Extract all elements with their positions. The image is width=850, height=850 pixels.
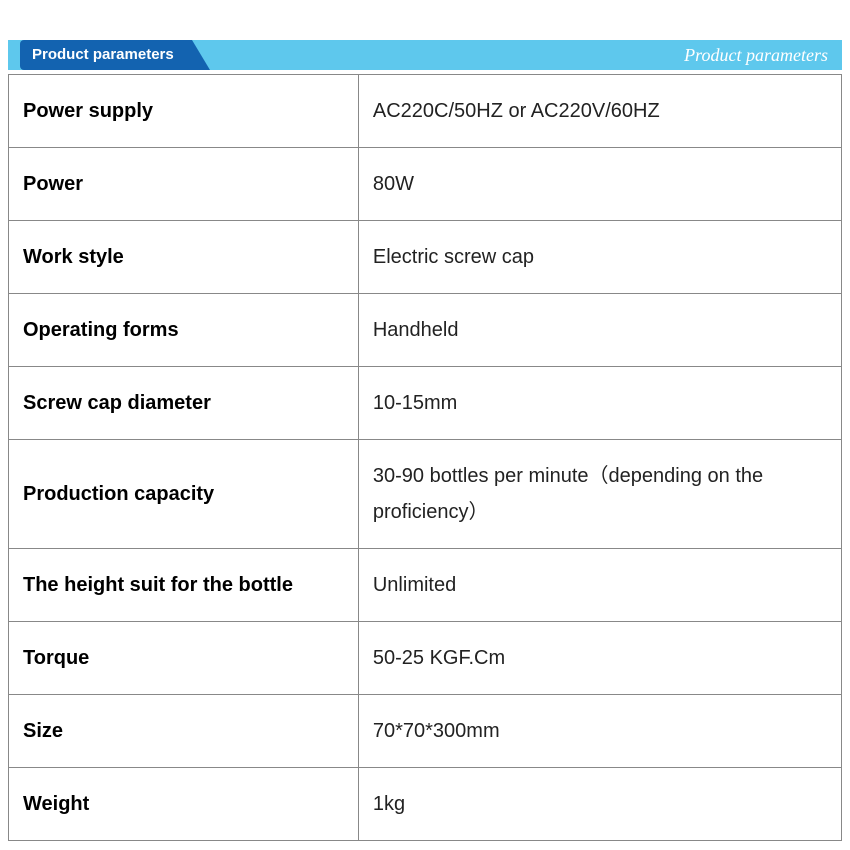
- table-row: Screw cap diameter 10-15mm: [9, 367, 842, 440]
- param-value: 70*70*300mm: [358, 695, 841, 768]
- param-value: Handheld: [358, 294, 841, 367]
- header-tab: Product parameters: [20, 40, 192, 70]
- param-value: 1kg: [358, 768, 841, 841]
- param-label: Work style: [9, 221, 359, 294]
- param-label: The height suit for the bottle: [9, 549, 359, 622]
- param-value: 50-25 KGF.Cm: [358, 622, 841, 695]
- param-label: Power: [9, 148, 359, 221]
- param-label: Production capacity: [9, 440, 359, 549]
- table-row: The height suit for the bottle Unlimited: [9, 549, 842, 622]
- param-label: Power supply: [9, 75, 359, 148]
- table-row: Size 70*70*300mm: [9, 695, 842, 768]
- parameters-table: Power supply AC220C/50HZ or AC220V/60HZ …: [8, 74, 842, 841]
- header-bar: Product parameters Product parameters: [8, 40, 842, 70]
- param-label: Weight: [9, 768, 359, 841]
- param-value: 10-15mm: [358, 367, 841, 440]
- param-label: Operating forms: [9, 294, 359, 367]
- param-value: 30-90 bottles per minute（depending on th…: [358, 440, 841, 549]
- param-label: Torque: [9, 622, 359, 695]
- header-script: Product parameters: [684, 40, 828, 70]
- table-row: Torque 50-25 KGF.Cm: [9, 622, 842, 695]
- table-row: Production capacity 30-90 bottles per mi…: [9, 440, 842, 549]
- param-value: 80W: [358, 148, 841, 221]
- table-row: Weight 1kg: [9, 768, 842, 841]
- param-label: Screw cap diameter: [9, 367, 359, 440]
- param-value: Electric screw cap: [358, 221, 841, 294]
- param-value: AC220C/50HZ or AC220V/60HZ: [358, 75, 841, 148]
- param-label: Size: [9, 695, 359, 768]
- table-row: Work style Electric screw cap: [9, 221, 842, 294]
- table-row: Power 80W: [9, 148, 842, 221]
- param-value: Unlimited: [358, 549, 841, 622]
- table-row: Power supply AC220C/50HZ or AC220V/60HZ: [9, 75, 842, 148]
- table-row: Operating forms Handheld: [9, 294, 842, 367]
